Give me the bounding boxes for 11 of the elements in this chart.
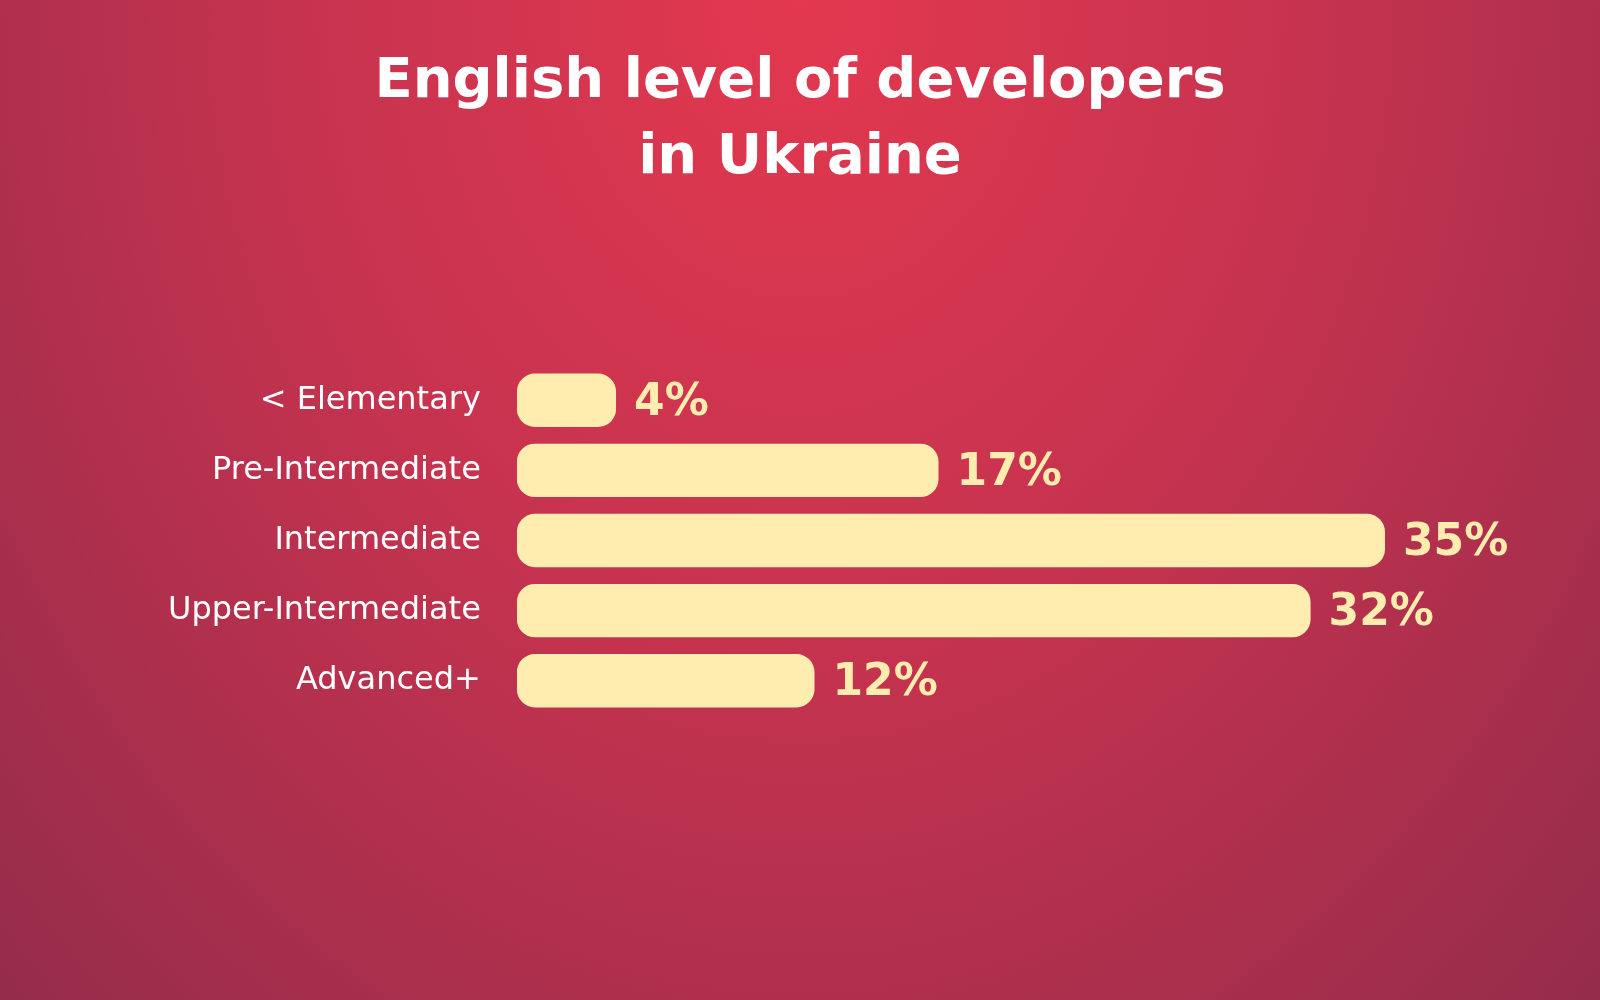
data-label: 4%: [634, 373, 709, 425]
y-tick-label: Pre-Intermediate: [211, 448, 481, 487]
data-label: 35%: [1403, 513, 1509, 565]
data-label: 32%: [1328, 584, 1434, 636]
y-tick-label: Upper-Intermediate: [168, 588, 481, 627]
data-label: 12%: [832, 654, 938, 706]
y-tick-label: Advanced+: [295, 659, 481, 698]
data-label: 17%: [956, 443, 1062, 495]
y-tick-label: < Elementary: [259, 378, 481, 417]
chart-title: English level of developers in Ukraine: [373, 44, 1227, 188]
y-tick-label: Intermediate: [274, 518, 481, 557]
